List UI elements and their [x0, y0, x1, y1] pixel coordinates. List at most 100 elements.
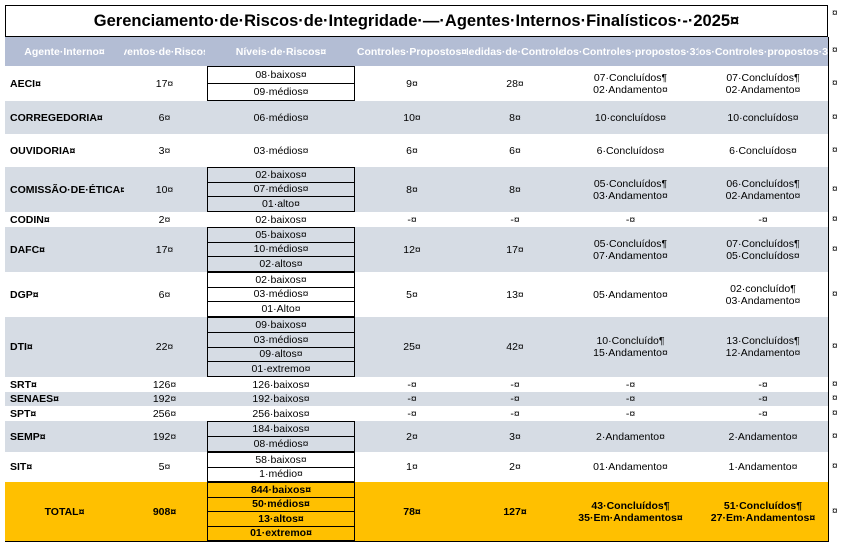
status-line: 02·concluído¶: [730, 282, 796, 295]
status-cell: -¤: [698, 212, 829, 228]
column-header: Medidas·de·Controle¤: [467, 37, 564, 67]
status-cell: 51·Concluídos¶ 27·Em·Andamentos¤: [698, 482, 829, 542]
agent-name: DTI¤: [5, 317, 125, 378]
risk-levels-cell: 05·baixos¤ 10·médios¤ 02·altos¤: [205, 227, 358, 273]
risk-levels-cell: 06·médios¤: [205, 101, 358, 135]
row-end-mark: ¤: [832, 8, 838, 19]
status-line: 07·Concluídos¶: [726, 237, 800, 250]
status-line: 10·concluídos¤: [594, 111, 667, 124]
risk-level: 03·médios¤: [207, 286, 355, 303]
row-end-mark: ¤: [832, 505, 838, 517]
value-cell: -¤: [467, 392, 564, 407]
status-line: -¤: [625, 213, 636, 226]
status-line: 43·Concluídos¶: [591, 499, 670, 512]
status-cell: 07·Concluídos¶ 02·Andamento¤: [698, 66, 829, 102]
risk-levels-cell: 02·baixos¤ 07·médios¤ 01·alto¤: [205, 167, 358, 213]
risk-levels-cell: 192·baixos¤: [205, 392, 358, 407]
row-end-mark: ¤: [832, 430, 838, 442]
agent-name: SIT¤: [5, 452, 125, 483]
risk-level: 02·baixos¤: [207, 272, 355, 288]
row-end-mark: ¤: [832, 77, 838, 89]
status-cell: 07·Concluídos¶ 05·Concluídos¤: [698, 227, 829, 273]
value-cell: 17¤: [124, 227, 206, 273]
value-cell: 5¤: [124, 452, 206, 483]
value-cell: 6¤: [124, 101, 206, 135]
column-header: Eventos·de·Riscos¤: [124, 37, 206, 67]
risk-level: 06·médios¤: [253, 111, 309, 124]
agent-name: CODIN¤: [5, 212, 125, 228]
value-cell: -¤: [467, 406, 564, 422]
value-cell: 78¤: [357, 482, 468, 542]
risk-level: 184·baixos¤: [207, 421, 355, 437]
status-cell: 01·Andamento¤: [563, 452, 699, 483]
risk-levels-cell: 03·médios¤: [205, 134, 358, 168]
row-end-mark: ¤: [832, 144, 838, 156]
row-end-mark: ¤: [832, 288, 838, 300]
value-cell: 10¤: [124, 167, 206, 213]
risk-levels-cell: 126·baixos¤: [205, 377, 358, 393]
risk-level: 09·altos¤: [207, 346, 355, 363]
status-line: 05·Concluídos¶: [593, 177, 668, 190]
value-cell: 192¤: [124, 392, 206, 407]
agent-name: TOTAL¤: [5, 482, 125, 542]
value-cell: 1¤: [357, 452, 468, 483]
table-title: Gerenciamento·de·Riscos·de·Integridade·—…: [5, 5, 828, 37]
risk-level: 844·baixos¤: [207, 482, 355, 498]
risk-level: 05·baixos¤: [207, 227, 355, 243]
risk-level: 13·altos¤: [207, 511, 355, 527]
row-end-mark: ¤: [832, 378, 838, 390]
status-line: 10·Concluído¶: [596, 335, 665, 347]
value-cell: 13¤: [467, 272, 564, 318]
status-cell: -¤: [563, 212, 699, 228]
risk-level: 03·médios¤: [253, 144, 309, 157]
risk-level: 10·médios¤: [207, 241, 355, 258]
risk-level: 02·altos¤: [207, 256, 355, 272]
risk-level: 126·baixos¤: [252, 378, 310, 391]
status-line: 13·Concluídos¶: [726, 335, 800, 347]
value-cell: 28¤: [467, 66, 564, 102]
agent-name: OUVIDORIA¤: [5, 134, 125, 168]
value-cell: 8¤: [467, 167, 564, 213]
risk-level: 256·baixos¤: [252, 407, 310, 420]
risk-level: 08·baixos¤: [207, 66, 355, 84]
agent-name: DGP¤: [5, 272, 125, 318]
value-cell: 6¤: [357, 134, 468, 168]
value-cell: 8¤: [467, 101, 564, 135]
row-end-mark: ¤: [832, 45, 838, 56]
risk-level: 1·médio¤: [207, 466, 355, 482]
status-line: -¤: [625, 393, 636, 405]
risk-level: 02·baixos¤: [255, 213, 307, 226]
status-line: 6·Concluídos¤: [596, 144, 665, 157]
status-cell: -¤: [698, 377, 829, 393]
row-end-mark: ¤: [832, 393, 838, 404]
row-end-mark: ¤: [832, 213, 838, 225]
status-cell: 6·Concluídos¤: [563, 134, 699, 168]
value-cell: 10¤: [357, 101, 468, 135]
value-cell: -¤: [357, 212, 468, 228]
value-cell: -¤: [357, 392, 468, 407]
status-line: 2·Andamento¤: [596, 430, 665, 443]
status-cell: 02·concluído¶ 03·Andamento¤: [698, 272, 829, 318]
risk-level: 01·Alto¤: [207, 301, 355, 317]
value-cell: 2¤: [357, 421, 468, 453]
status-cell: 05·Andamento¤: [563, 272, 699, 318]
risk-levels-cell: 02·baixos¤ 03·médios¤ 01·Alto¤: [205, 272, 358, 318]
status-line: 07·Andamento¤: [593, 249, 668, 262]
risk-levels-cell: 58·baixos¤ 1·médio¤: [205, 452, 358, 483]
value-cell: 2¤: [467, 452, 564, 483]
status-cell: 6·Concluídos¤: [698, 134, 829, 168]
row-end-mark: ¤: [832, 243, 838, 255]
status-line: 05·Andamento¤: [593, 288, 668, 301]
status-cell: 2·Andamento¤: [698, 421, 829, 453]
agent-name: CORREGEDORIA¤: [5, 101, 125, 135]
status-line: 27·Em·Andamentos¤: [710, 511, 816, 524]
risk-level: 07·médios¤: [207, 181, 355, 198]
status-line: 35·Em·Andamentos¤: [578, 511, 683, 524]
agent-name: AECI¤: [5, 66, 125, 102]
risk-levels-cell: 256·baixos¤: [205, 406, 358, 422]
row-end-mark: ¤: [832, 461, 838, 472]
status-line: 10·concluídos¤: [727, 111, 799, 124]
status-cell: -¤: [698, 392, 829, 407]
risk-level: 08·médios¤: [207, 436, 355, 452]
